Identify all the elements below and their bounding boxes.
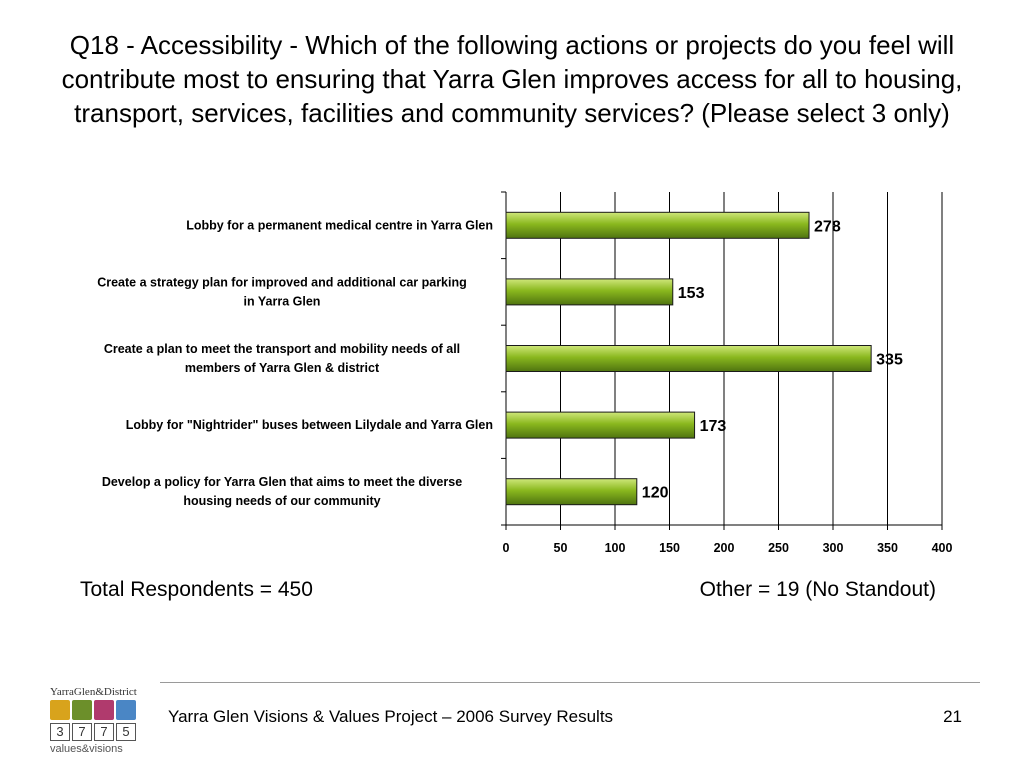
logo-tiles	[50, 700, 136, 720]
bar	[505, 278, 674, 306]
slide-title: Q18 - Accessibility - Which of the follo…	[61, 30, 963, 128]
x-tick-label: 300	[823, 541, 844, 555]
category-label: Create a strategy plan for improved and …	[97, 275, 467, 308]
bar-value-label: 153	[678, 285, 705, 302]
logo-digit: 7	[94, 723, 114, 741]
labels: 0 50 100 150 200 250 300 350 400 278 Lobby for a p…	[97, 218, 952, 555]
bar	[505, 478, 638, 506]
bar-chart: 0 50 100 150 200 250 300 350 400 278 Lobby for a p…	[97, 191, 952, 555]
logo-tagline: values&visions	[50, 743, 123, 755]
bar	[505, 411, 696, 439]
total-respondents: Total Respondents = 450	[80, 578, 313, 601]
bars	[505, 211, 872, 506]
logo-tile	[72, 700, 92, 720]
x-tick-label: 0	[503, 541, 510, 555]
bar-value-label: 120	[642, 485, 669, 502]
bar	[505, 211, 810, 239]
category-label: Lobby for a permanent medical centre in …	[186, 218, 493, 232]
logo-digit: 7	[72, 723, 92, 741]
page-number: 21	[943, 707, 962, 726]
x-tick-label: 100	[605, 541, 626, 555]
category-label: Create a plan to meet the transport and …	[104, 342, 460, 375]
logo-tile	[116, 700, 136, 720]
x-tick-label: 200	[714, 541, 735, 555]
x-tick-label: 50	[554, 541, 568, 555]
bar	[505, 345, 872, 372]
footer-divider	[160, 682, 980, 683]
logo-tile	[50, 700, 70, 720]
x-tick-label: 250	[768, 541, 789, 555]
category-label: Lobby for "Nightrider" buses between Lil…	[126, 418, 493, 432]
x-tick-label: 400	[932, 541, 953, 555]
logo-digit: 3	[50, 723, 70, 741]
category-label: Develop a policy for Yarra Glen that aim…	[102, 475, 462, 508]
logo-tile	[94, 700, 114, 720]
footer-title: Yarra Glen Visions & Values Project – 20…	[168, 707, 614, 726]
bar-value-label: 173	[700, 418, 727, 435]
other-count: Other = 19 (No Standout)	[699, 578, 936, 601]
logo-brand: YarraGlen&District	[50, 686, 137, 698]
logo-digit: 5	[116, 723, 136, 741]
x-tick-label: 350	[877, 541, 898, 555]
x-tick-label: 150	[659, 541, 680, 555]
bar-value-label: 335	[876, 352, 903, 369]
bar-value-label: 278	[814, 218, 841, 235]
